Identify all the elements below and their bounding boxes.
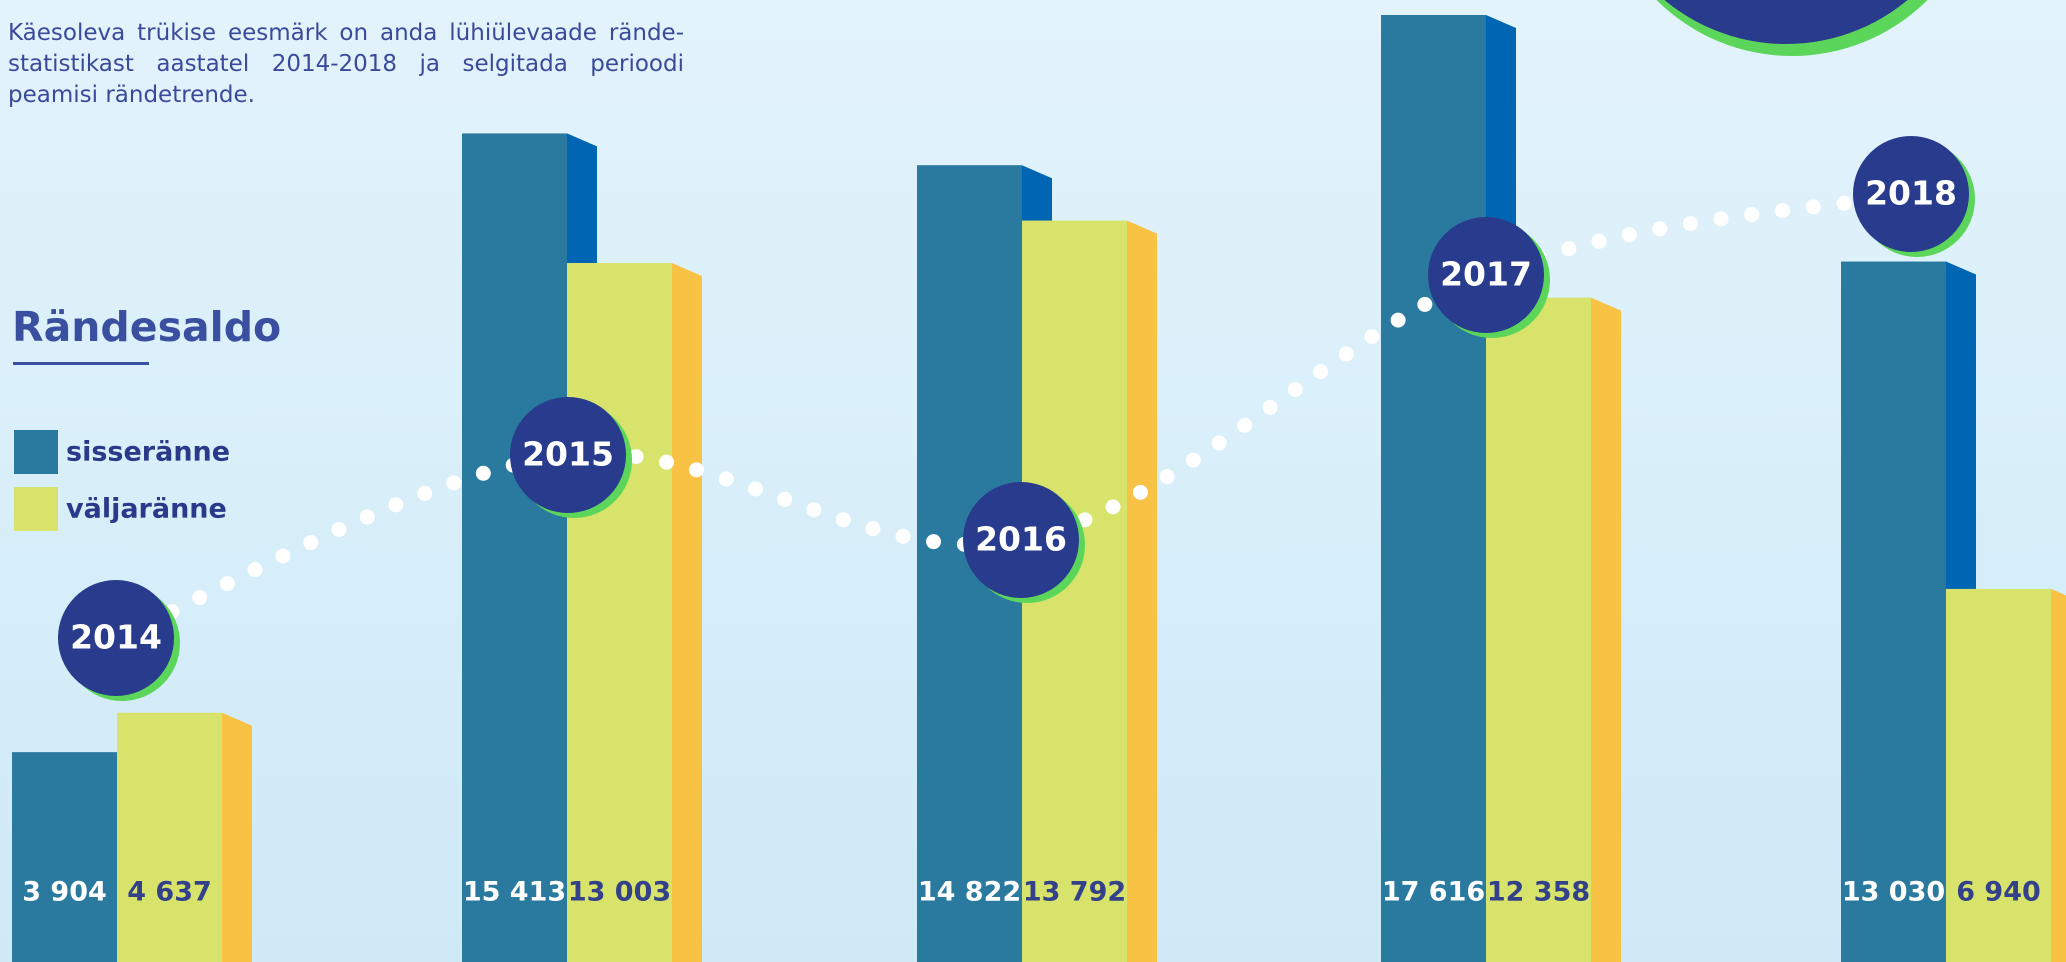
year-label: 2018 — [1865, 174, 1957, 213]
year-circle — [1853, 136, 1969, 252]
bar-side — [1591, 297, 1621, 962]
decor-circle — [1664, 0, 1908, 44]
year-label: 2015 — [522, 435, 614, 474]
bar — [1486, 297, 1591, 962]
legend-label: väljaränne — [66, 494, 227, 525]
bar — [567, 262, 672, 962]
year-label: 2014 — [70, 618, 162, 657]
year-circle — [963, 482, 1079, 598]
legend-swatch — [14, 430, 58, 474]
value-label: 17 616 — [1382, 877, 1485, 908]
bar — [1841, 261, 1946, 962]
bar — [1946, 588, 2051, 962]
title-underline — [13, 362, 149, 365]
bar — [117, 712, 222, 962]
chart-title: Rändesaldo — [12, 303, 281, 351]
intro-text: Käesoleva trükise eesmärk on anda lühiül… — [8, 20, 684, 108]
bar — [462, 133, 567, 962]
bar — [1381, 15, 1486, 962]
value-label: 14 822 — [918, 877, 1021, 908]
value-label: 13 003 — [568, 877, 671, 908]
bar-side — [2051, 588, 2066, 962]
legend-label: sisseränne — [66, 437, 230, 468]
bar-side — [222, 712, 252, 962]
value-label: 6 940 — [1956, 877, 2041, 908]
year-circle — [58, 580, 174, 696]
value-label: 3 904 — [22, 877, 107, 908]
legend-swatch — [14, 487, 58, 531]
bar-side — [1127, 220, 1157, 962]
bar-side — [672, 262, 702, 962]
year-label: 2017 — [1440, 255, 1532, 294]
year-circle — [1428, 217, 1544, 333]
value-label: 13 030 — [1842, 877, 1945, 908]
value-label: 13 792 — [1023, 877, 1126, 908]
year-label: 2016 — [975, 520, 1067, 559]
value-label: 4 637 — [127, 877, 212, 908]
value-label: 12 358 — [1487, 877, 1590, 908]
year-circle — [510, 397, 626, 513]
bar — [12, 752, 117, 962]
value-label: 15 413 — [463, 877, 566, 908]
